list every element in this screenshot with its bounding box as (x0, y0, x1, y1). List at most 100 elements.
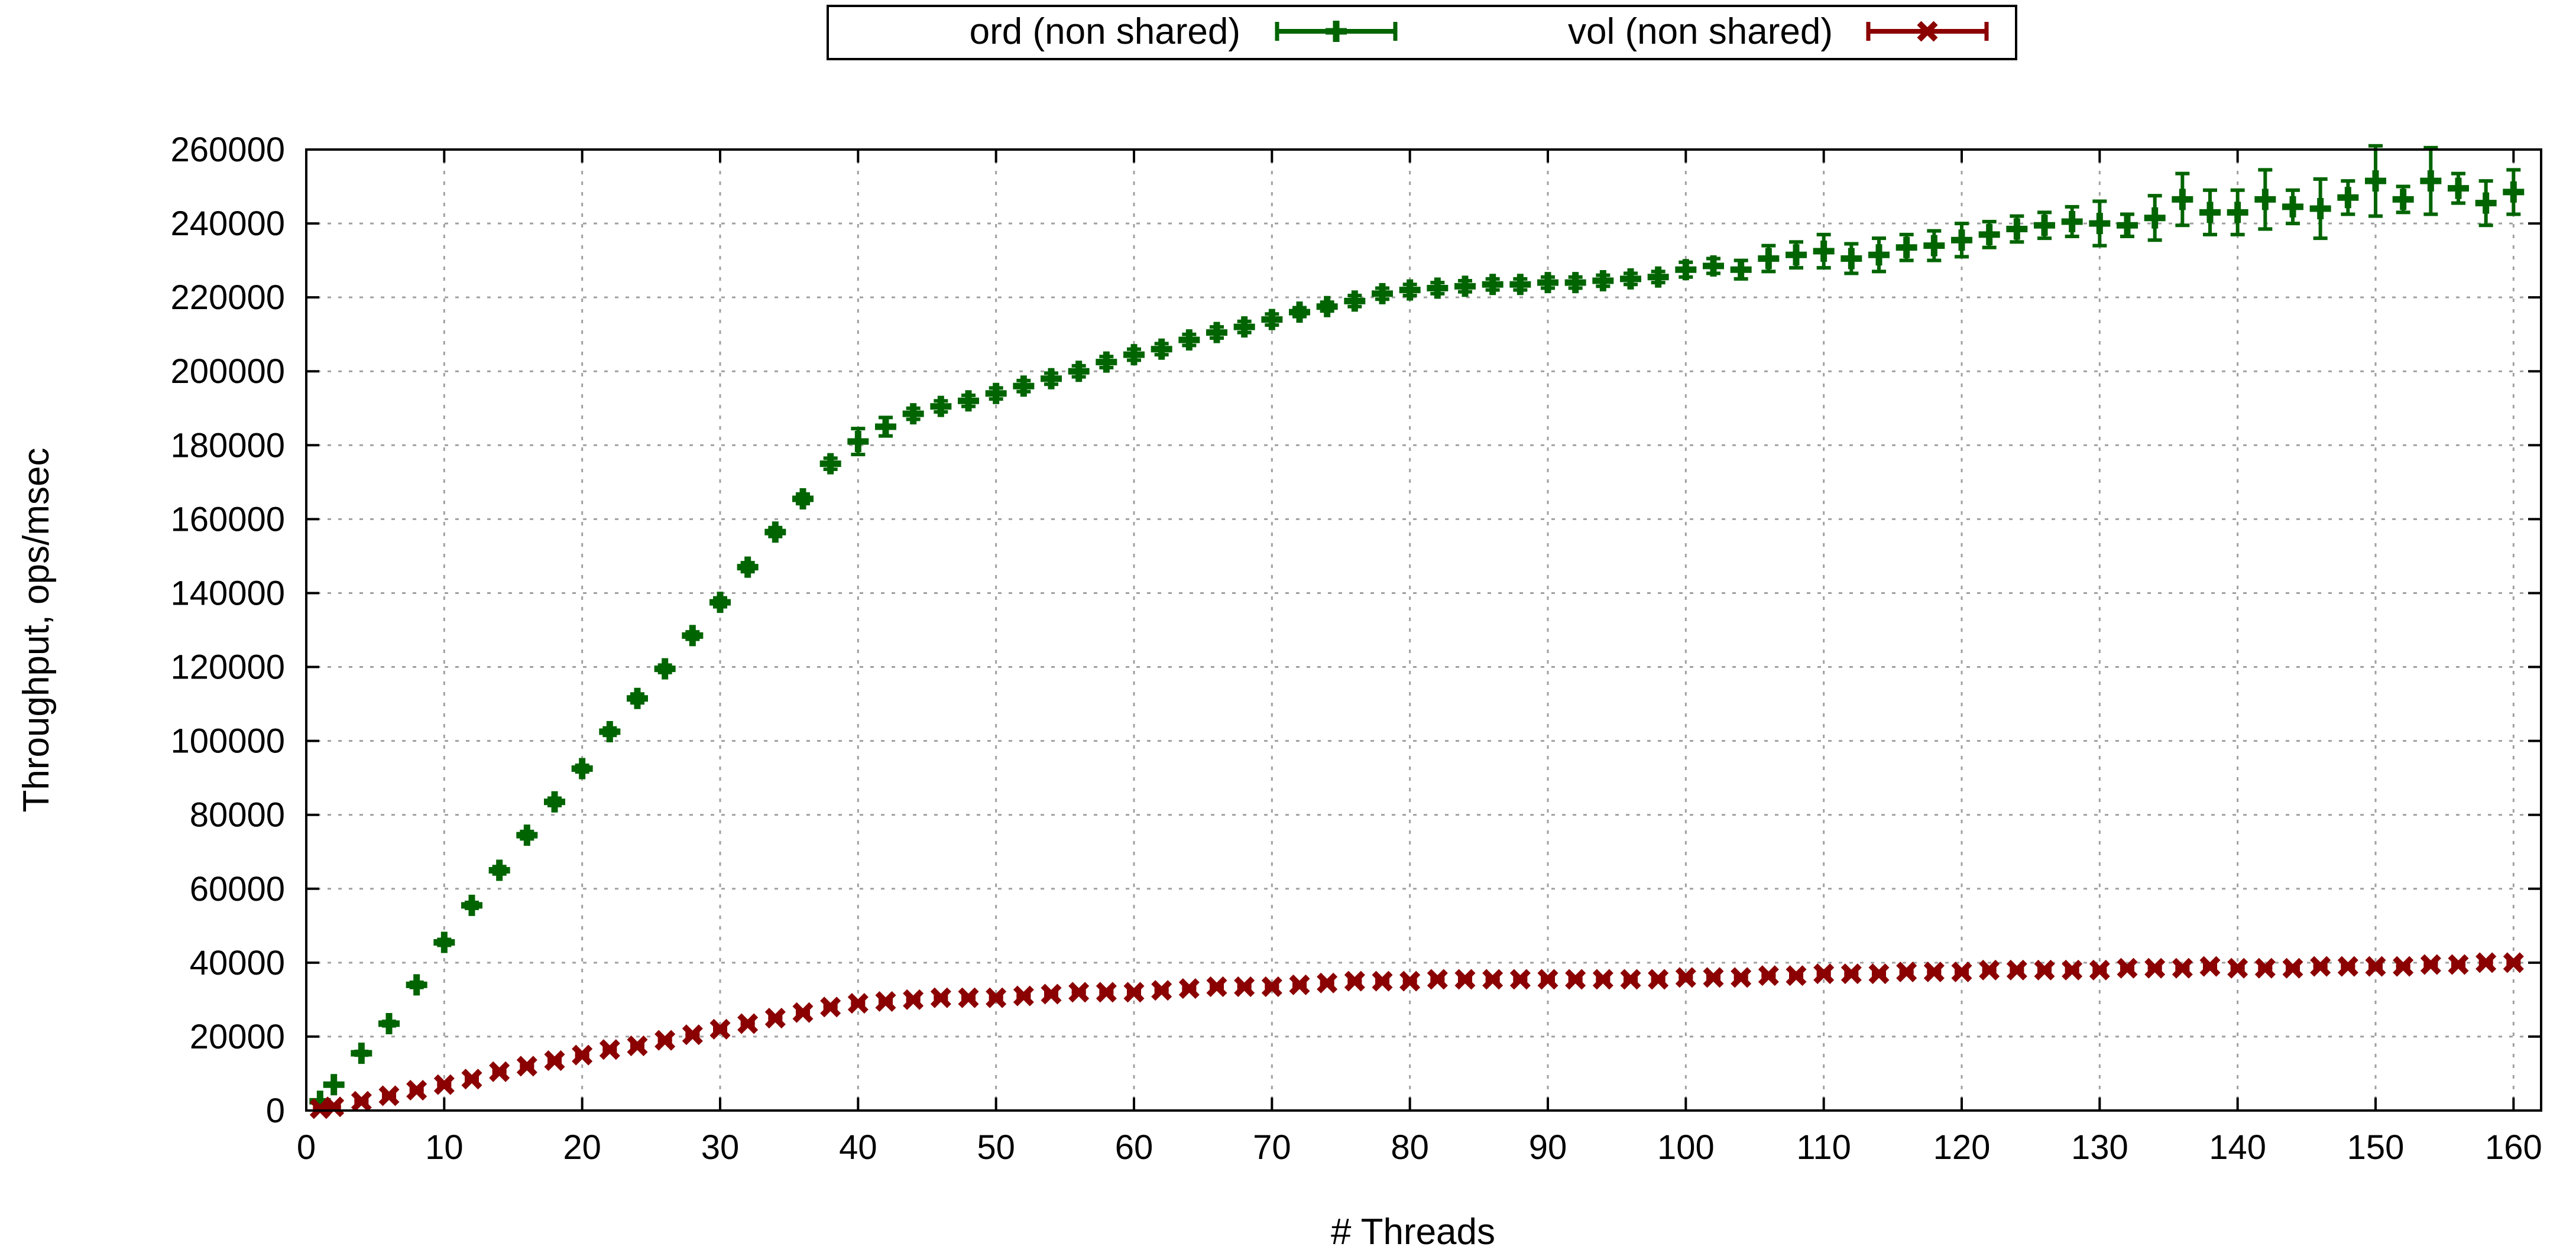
x-tick-label: 140 (2209, 1128, 2266, 1167)
x-tick-label: 70 (1253, 1128, 1291, 1167)
legend-label-ord: ord (non shared) (970, 11, 1240, 52)
y-axis-label: Throughput, ops/msec (16, 448, 57, 813)
data-point-ord (1454, 275, 1476, 297)
data-point-ord (1509, 274, 1531, 296)
data-point-ord (1786, 240, 1807, 270)
y-tick-label: 240000 (170, 204, 285, 243)
data-point-ord (2061, 204, 2083, 238)
x-tick-label: 80 (1391, 1128, 1429, 1167)
data-point-ord (406, 974, 427, 996)
y-tick-label: 200000 (170, 352, 285, 391)
data-point-ord (1123, 344, 1145, 366)
data-point-vol (2199, 956, 2221, 977)
data-point-vol (351, 1090, 372, 1112)
data-point-ord (709, 592, 731, 613)
data-point-vol (627, 1035, 648, 1057)
data-point-vol (1896, 961, 1917, 983)
data-point-vol (875, 991, 896, 1012)
data-point-vol (1841, 963, 1862, 985)
data-point-ord (571, 758, 593, 780)
data-point-vol (1703, 967, 1724, 988)
data-point-vol (433, 1074, 455, 1095)
data-point-ord (488, 859, 510, 881)
data-point-ord (819, 453, 841, 475)
data-point-ord (2282, 188, 2303, 226)
data-point-vol (1344, 970, 1365, 992)
data-point-vol (2117, 957, 2138, 979)
data-point-ord (1537, 272, 1558, 294)
data-point-vol (1482, 969, 1504, 990)
data-point-vol (1454, 969, 1476, 990)
legend-label-vol: vol (non shared) (1568, 11, 1833, 52)
data-point-ord (2448, 171, 2469, 205)
data-point-vol (2006, 959, 2027, 980)
data-point-ord (1868, 236, 1890, 274)
data-point-vol (2089, 959, 2110, 980)
data-point-ord (2420, 145, 2442, 216)
data-point-vol (378, 1085, 400, 1106)
data-point-ord (2475, 179, 2497, 228)
data-point-vol (2337, 956, 2358, 977)
data-point-ord (2227, 188, 2248, 236)
data-point-vol (1068, 982, 1090, 1003)
data-point-vol (1261, 976, 1282, 998)
data-point-ord (1372, 283, 1393, 304)
data-point-ord (958, 390, 979, 412)
y-tick-label: 0 (266, 1092, 285, 1130)
data-point-vol (2282, 957, 2303, 979)
data-point-ord (1675, 259, 1697, 281)
x-tick-label: 60 (1115, 1128, 1153, 1167)
x-tick-label: 20 (563, 1128, 601, 1167)
data-point-ord (1951, 222, 1972, 259)
x-tick-label: 110 (1796, 1128, 1851, 1167)
plot-frame (305, 148, 2542, 1112)
x-axis-label: # Threads (1331, 1212, 1495, 1250)
data-point-ord (875, 415, 896, 438)
data-point-vol (2393, 956, 2414, 977)
data-point-vol (1868, 963, 1890, 985)
data-point-ord (1978, 219, 2000, 249)
data-point-vol (1096, 982, 1117, 1003)
data-point-vol (1372, 970, 1393, 992)
data-point-vol (1509, 969, 1531, 990)
data-point-ord (764, 521, 786, 543)
legend-sample-ord (1275, 21, 1398, 42)
data-point-ord (323, 1074, 345, 1096)
data-point-vol (1013, 985, 1034, 1007)
data-point-ord (2365, 144, 2386, 218)
data-point-vol (1537, 969, 1558, 990)
y-tick-label: 80000 (190, 796, 285, 835)
data-point-ord (654, 658, 676, 680)
data-point-ord (985, 382, 1007, 404)
data-point-ord (461, 894, 482, 916)
data-point-vol (958, 987, 979, 1008)
data-point-vol (516, 1056, 537, 1077)
data-point-vol (1731, 967, 1752, 988)
y-tick-label: 140000 (170, 574, 285, 612)
data-point-ord (1647, 266, 1669, 288)
data-point-ord (930, 395, 952, 417)
data-point-vol (1178, 978, 1200, 999)
y-tick-label: 60000 (190, 870, 285, 908)
data-point-vol (2420, 954, 2441, 975)
data-point-vol (930, 987, 951, 1008)
series-layer (309, 144, 2525, 1119)
data-point-vol (2062, 959, 2083, 980)
data-point-vol (764, 1008, 786, 1029)
data-point-vol (1675, 967, 1696, 988)
data-point-vol (2503, 952, 2524, 973)
data-point-ord (2337, 179, 2359, 216)
data-point-ord (1206, 322, 1227, 343)
data-point-ord (1096, 351, 1117, 373)
data-point-vol (1620, 969, 1641, 990)
data-point-vol (903, 989, 924, 1010)
data-point-vol (1565, 969, 1586, 990)
data-point-ord (2199, 188, 2221, 236)
data-point-ord (1592, 270, 1614, 292)
x-tick-label: 0 (297, 1128, 316, 1167)
data-point-ord (2089, 199, 2111, 248)
data-point-ord (2172, 171, 2193, 228)
data-point-vol (323, 1096, 345, 1118)
x-tick-label: 40 (839, 1128, 877, 1167)
